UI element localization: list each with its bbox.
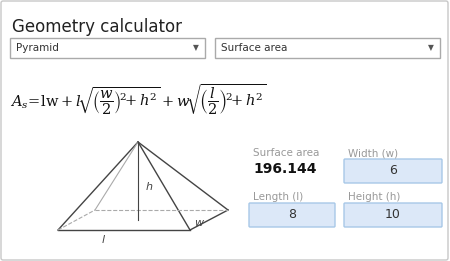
Text: Length (l): Length (l) (253, 192, 303, 202)
Text: Geometry calculator: Geometry calculator (12, 18, 182, 36)
Text: Height (h): Height (h) (348, 192, 400, 202)
Text: ▼: ▼ (193, 44, 199, 52)
Text: Surface area: Surface area (253, 148, 320, 158)
FancyBboxPatch shape (10, 38, 205, 58)
Text: ▼: ▼ (428, 44, 434, 52)
Text: $h$: $h$ (145, 180, 153, 192)
Text: $l$: $l$ (102, 233, 107, 245)
Text: Pyramid: Pyramid (16, 43, 59, 53)
Text: Surface area: Surface area (221, 43, 288, 53)
Text: 8: 8 (288, 209, 296, 222)
Text: $w$: $w$ (194, 218, 205, 228)
Text: 10: 10 (385, 209, 401, 222)
FancyBboxPatch shape (344, 203, 442, 227)
FancyBboxPatch shape (344, 159, 442, 183)
Text: 196.144: 196.144 (253, 162, 316, 176)
FancyBboxPatch shape (215, 38, 440, 58)
FancyBboxPatch shape (249, 203, 335, 227)
Text: $A_s\!=\!\mathrm{lw}+l\!\sqrt{\!\left(\dfrac{w}{2}\right)^{\!2}\!\!+h^2}+w\!\sqr: $A_s\!=\!\mathrm{lw}+l\!\sqrt{\!\left(\d… (10, 83, 266, 117)
Text: Width (w): Width (w) (348, 148, 398, 158)
Text: 6: 6 (389, 164, 397, 177)
